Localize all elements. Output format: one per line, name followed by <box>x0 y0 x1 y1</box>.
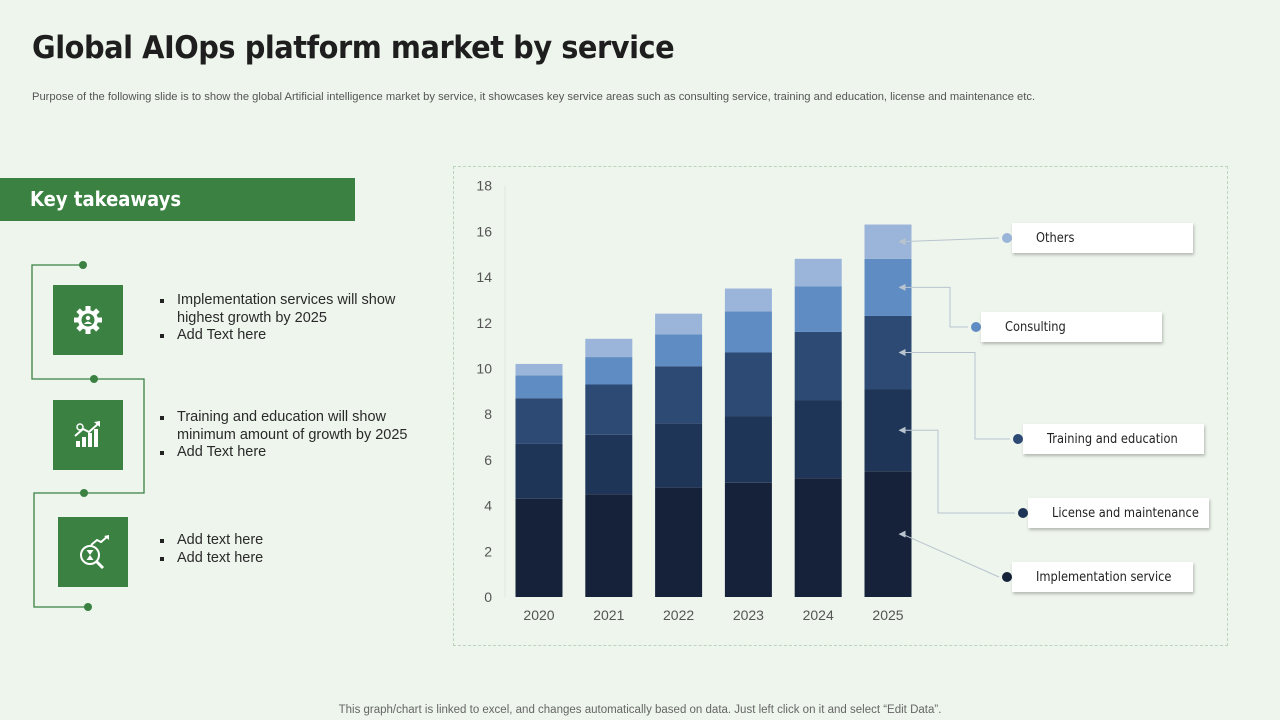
bar-segment <box>794 478 842 597</box>
x-tick-label: 2025 <box>872 607 903 623</box>
connector-line <box>31 264 94 380</box>
x-tick-label: 2021 <box>593 607 624 623</box>
hourglass-search-icon <box>80 535 109 569</box>
y-tick-label: 2 <box>484 543 492 559</box>
x-tick-label: 2024 <box>803 607 834 623</box>
takeaway-2-icon-box <box>53 400 123 470</box>
connector-dot <box>84 603 92 611</box>
legend-connector <box>902 533 1000 578</box>
connector-dot <box>80 489 88 497</box>
legend-arrowhead <box>898 530 906 538</box>
takeaway-3-bullets: Add text here Add text here <box>158 532 423 567</box>
bar-segment <box>724 416 772 483</box>
connector-dot <box>90 375 98 383</box>
x-tick-label: 2022 <box>663 607 694 623</box>
y-tick-label: 10 <box>476 361 492 377</box>
bar-segment <box>724 352 772 417</box>
legend-arrowhead <box>898 426 906 434</box>
takeaway-bullet: Add Text here <box>158 444 428 462</box>
legend-arrowhead <box>898 349 906 357</box>
bar-segment <box>655 423 703 488</box>
x-tick-label: 2020 <box>523 607 554 623</box>
legend-label: Implementation service <box>1036 569 1172 585</box>
key-takeaways-banner: Key takeaways <box>0 178 355 221</box>
takeaway-bullet: Training and education will show minimum… <box>158 409 428 444</box>
legend-item: Training and education <box>1023 424 1204 454</box>
x-tick-label: 2023 <box>733 607 764 623</box>
bar-segment <box>515 398 563 444</box>
connector-dot <box>79 261 87 269</box>
bar-segment <box>655 334 703 367</box>
page-title: Global AIOps platform market by service <box>32 30 675 66</box>
y-tick-label: 4 <box>484 498 492 514</box>
bar-segment <box>515 363 563 376</box>
legend-connector <box>902 286 968 328</box>
connector-line <box>33 492 88 608</box>
legend-label: License and maintenance <box>1052 505 1199 521</box>
takeaways-connector-lines <box>31 261 145 611</box>
legend-item: Others <box>1012 223 1193 253</box>
y-tick-label: 18 <box>476 178 492 194</box>
bar-segment <box>515 443 563 499</box>
y-tick-label: 8 <box>484 406 492 422</box>
bar-segment <box>794 286 842 332</box>
bar-segment <box>585 357 633 385</box>
takeaway-bullet: Add Text here <box>158 327 423 345</box>
legend-label: Training and education <box>1047 431 1178 447</box>
bar-segment <box>655 487 703 597</box>
bar-segment <box>655 366 703 424</box>
bar-segment <box>724 311 772 353</box>
legend-dot <box>1018 508 1028 518</box>
legend-dot <box>1002 572 1012 582</box>
bar-segment <box>724 482 772 597</box>
legend-connector <box>902 352 1010 440</box>
takeaway-1-bullets: Implementation services will show highes… <box>158 292 423 345</box>
y-tick-label: 6 <box>484 452 492 468</box>
legend-label: Others <box>1036 230 1075 246</box>
legend-label: Consulting <box>1005 319 1066 335</box>
bar-segment <box>585 494 633 597</box>
bar-segment <box>724 288 772 312</box>
legend-dot <box>1002 233 1012 243</box>
takeaway-bullet: Add text here <box>158 550 423 568</box>
bar-segment <box>515 498 563 597</box>
page-subtitle: Purpose of the following slide is to sho… <box>32 91 1036 103</box>
legend-connector <box>902 429 1015 514</box>
bar-segment <box>585 338 633 358</box>
bar-segment <box>794 258 842 287</box>
y-tick-label: 16 <box>476 223 492 239</box>
takeaway-3-icon-box <box>58 517 128 587</box>
bar-segment <box>794 331 842 401</box>
connector-line <box>84 378 145 494</box>
takeaway-bullet: Implementation services will show highes… <box>158 292 423 327</box>
bar-segment <box>515 375 563 399</box>
chart-frame <box>453 166 1228 646</box>
key-takeaways-heading: Key takeaways <box>30 187 182 211</box>
legend-arrowhead <box>898 283 906 291</box>
legend-item: License and maintenance <box>1028 498 1209 528</box>
gear-user-icon <box>74 306 102 334</box>
y-tick-label: 14 <box>476 269 492 285</box>
legend-item: Implementation service <box>1012 562 1193 592</box>
takeaway-2-bullets: Training and education will show minimum… <box>158 409 428 462</box>
takeaway-1-icon-box <box>53 285 123 355</box>
legend-connector <box>902 237 1000 243</box>
legend-dot <box>1013 434 1023 444</box>
y-tick-label: 0 <box>484 589 492 605</box>
bar-segment <box>585 384 633 435</box>
y-tick-label: 12 <box>476 315 492 331</box>
bar-segment <box>585 434 633 495</box>
footer-note: This graph/chart is linked to excel, and… <box>338 704 942 716</box>
legend-item: Consulting <box>981 312 1162 342</box>
growth-chart-icon <box>74 421 100 447</box>
bar-segment <box>794 400 842 479</box>
legend-dot <box>971 322 981 332</box>
bar-segment <box>655 313 703 335</box>
takeaway-bullet: Add text here <box>158 532 423 550</box>
legend-arrowhead <box>898 238 906 246</box>
